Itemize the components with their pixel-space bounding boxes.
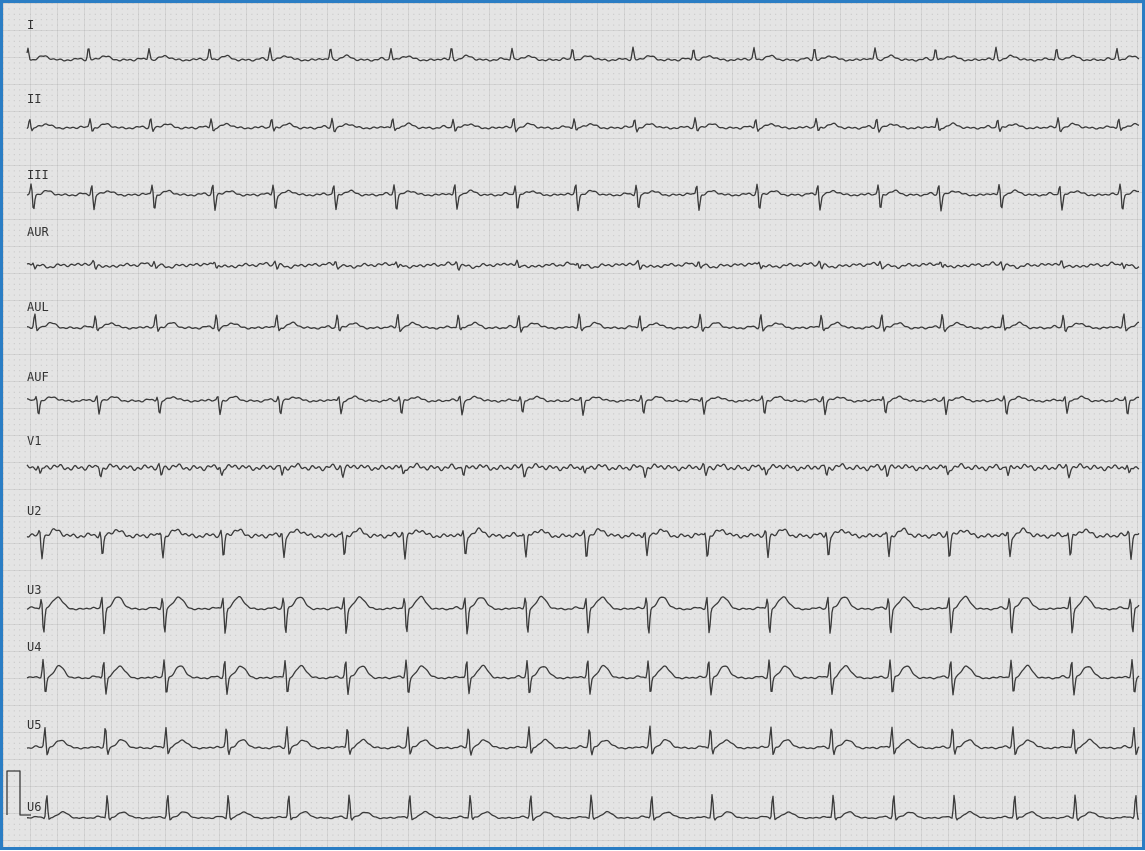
lead-label: AUR [27, 225, 49, 239]
lead-label: U5 [27, 718, 41, 732]
lead-label: U4 [27, 640, 41, 654]
lead-label: AUF [27, 370, 49, 384]
lead-label: U6 [27, 800, 41, 814]
lead-label: II [27, 92, 41, 106]
lead-label: U2 [27, 504, 41, 518]
ecg-paper: IIIIIIAURAULAUFV1U2U3U4U5U6 [0, 0, 1145, 850]
lead-label: V1 [27, 434, 41, 448]
lead-label: U3 [27, 583, 41, 597]
lead-label: AUL [27, 300, 49, 314]
lead-label: III [27, 168, 49, 182]
major-grid [3, 3, 1142, 847]
lead-label: I [27, 18, 34, 32]
